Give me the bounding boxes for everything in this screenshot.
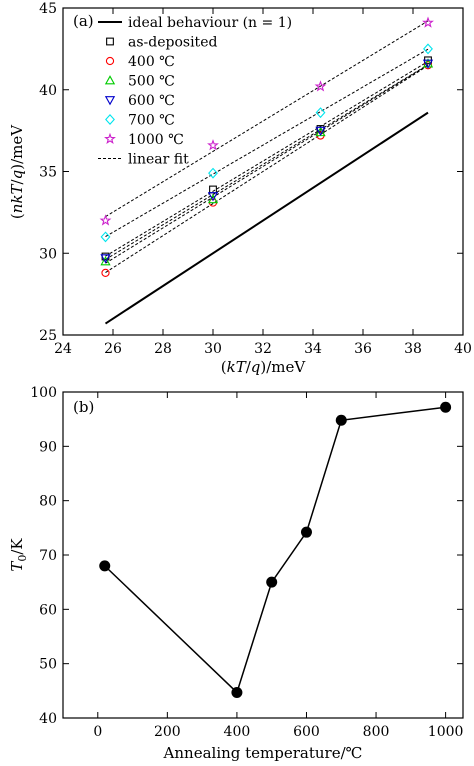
legend-marker: [105, 114, 115, 125]
y-ticks-a: 25 30 35 40 45: [39, 1, 463, 344]
fit-lines-a: [105, 20, 429, 273]
data-point: [207, 193, 219, 204]
y-tick-label: 60: [39, 602, 57, 618]
x-tick-label: 0: [93, 724, 102, 740]
legend-a: ideal behaviour (n = 1) as-deposited 400 ℃…: [98, 15, 292, 168]
x-axis-label-a: (kT/q)/meV: [221, 358, 307, 376]
x-tick-label: 26: [104, 341, 122, 357]
data-points-a: [99, 16, 434, 277]
x-tick-label: 38: [404, 341, 422, 357]
x-tick-label: 400: [224, 724, 251, 740]
x-tick-label: 24: [54, 341, 72, 357]
legend-marker: [104, 75, 116, 85]
x-tick-label: 200: [154, 724, 181, 740]
y-tick-label: 80: [39, 494, 57, 510]
legend-marker: [104, 132, 116, 145]
data-point: [300, 526, 312, 538]
legend-label: 500 ℃: [128, 74, 175, 90]
legend-ideal-label: ideal behaviour (n = 1): [128, 15, 292, 31]
data-point: [422, 16, 434, 28]
data-point: [99, 214, 112, 226]
legend-marker: [105, 56, 115, 66]
data-point: [100, 256, 111, 266]
data-point: [208, 167, 218, 179]
legend-label: 400 ℃: [128, 54, 175, 70]
panel-label-b: (b): [73, 398, 94, 416]
data-point: [440, 401, 452, 413]
y-tick-label: 40: [39, 83, 57, 99]
data-point: [266, 576, 278, 588]
x-axis-label-b: Annealing temperature/℃: [163, 744, 363, 762]
series-line: [104, 406, 446, 694]
data-point: [315, 126, 326, 136]
y-axis-label-b: T0/K: [8, 538, 29, 572]
x-tick-label: 28: [154, 341, 172, 357]
legend-marker: [104, 96, 116, 106]
legend-label: as-deposited: [128, 35, 217, 51]
x-tick-label: 800: [363, 724, 390, 740]
x-tick-label: 34: [304, 341, 322, 357]
x-ticks-b: 0 200 400 600 800 1000: [93, 392, 463, 740]
data-point: [207, 139, 219, 151]
y-tick-label: 30: [39, 246, 57, 262]
data-point: [335, 414, 347, 426]
legend-label: 600 ℃: [128, 93, 175, 109]
fit-line: [105, 64, 429, 260]
data-point: [207, 192, 219, 202]
legend-marker: [106, 37, 114, 46]
data-point: [314, 80, 327, 92]
legend-fit-label: linear fit: [128, 152, 189, 168]
ideal-line-a: [104, 111, 429, 325]
x-tick-label: 36: [354, 341, 372, 357]
y-tick-label: 90: [39, 439, 57, 455]
x-tick-label: 600: [293, 724, 320, 740]
fit-line: [105, 64, 429, 264]
panel-label-a: (a): [73, 12, 94, 30]
data-point: [423, 43, 433, 55]
y-tick-label: 25: [39, 328, 57, 344]
plot-frame-b: [62, 391, 464, 719]
x-tick-label: 30: [204, 341, 222, 357]
data-point: [101, 268, 110, 277]
ideal-line: [104, 111, 429, 325]
data-point: [315, 107, 326, 119]
fit-line: [105, 48, 429, 238]
fit-line: [105, 20, 429, 218]
legend-label: 700 ℃: [128, 113, 175, 129]
x-tick-label: 32: [254, 341, 272, 357]
y-tick-label: 35: [39, 165, 57, 181]
chart-panel-a: 24 26 28 30 32 34 36 38 40 25 30 35 40 45 ideal beha…: [8, 1, 472, 376]
series-line-b: [104, 406, 446, 694]
chart-panel-b: 0 200 400 600 800 1000 40 50 60 70 80 90 100 (b) An…: [8, 385, 464, 762]
y-tick-label: 50: [39, 657, 57, 673]
x-tick-label: 40: [454, 341, 472, 357]
x-ticks-a: 24 26 28 30 32 34 36 38 40: [54, 8, 472, 357]
data-point: [422, 59, 434, 69]
y-tick-label: 70: [39, 548, 57, 564]
y-tick-label: 100: [30, 385, 57, 401]
data-point: [231, 686, 243, 698]
data-point: [100, 231, 111, 243]
y-axis-label-a: (nkT/q)/meV: [8, 124, 26, 219]
y-tick-label: 45: [39, 1, 57, 17]
y-ticks-b: 40 50 60 70 80 90 100: [30, 385, 463, 727]
data-points-b: [99, 401, 452, 698]
legend-label: 1000 ℃: [128, 132, 184, 148]
x-tick-label: 1000: [428, 724, 464, 740]
fit-line: [105, 65, 429, 273]
data-point: [99, 560, 111, 572]
y-tick-label: 40: [39, 711, 57, 727]
fit-line: [105, 61, 429, 257]
data-point: [100, 254, 111, 264]
